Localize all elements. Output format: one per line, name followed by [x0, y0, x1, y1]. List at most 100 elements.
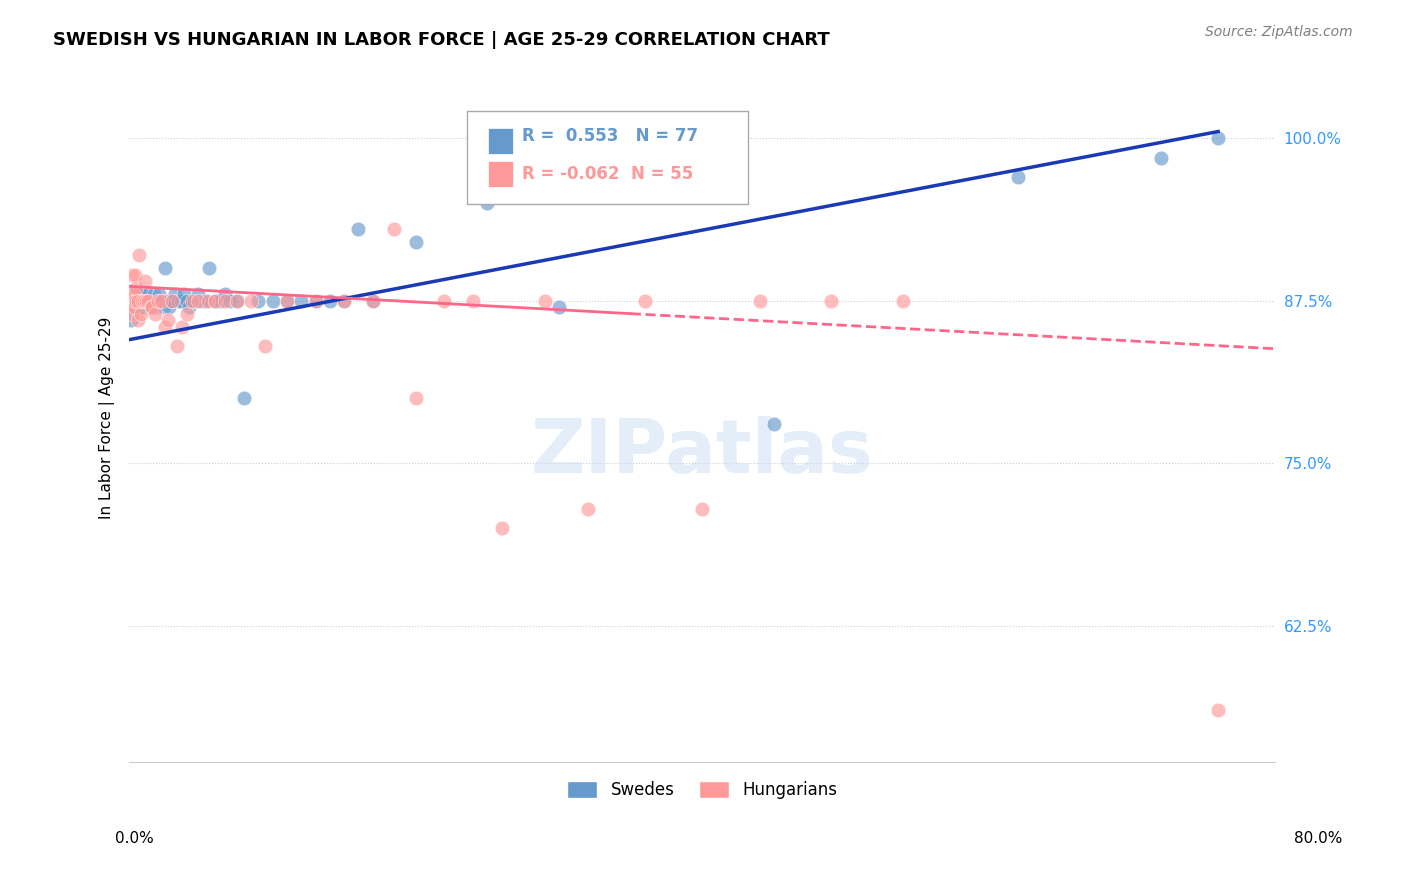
Point [176, 293, 198, 308]
Point [548, 300, 571, 314]
Point [361, 293, 384, 308]
Text: R = -0.062  N = 55: R = -0.062 N = 55 [523, 165, 693, 183]
Point [304, 293, 326, 308]
Text: R =  0.553   N = 77: R = 0.553 N = 77 [523, 127, 699, 145]
Point [125, 287, 148, 301]
Point [214, 287, 236, 301]
Point [179, 300, 201, 314]
Point [121, 268, 143, 282]
Point [122, 293, 145, 308]
Point [433, 293, 456, 308]
Point [891, 293, 914, 308]
Point [333, 293, 356, 308]
Point [166, 339, 188, 353]
Point [149, 293, 172, 308]
Point [172, 319, 194, 334]
Point [129, 293, 152, 308]
Point [128, 293, 150, 308]
Point [183, 293, 205, 308]
Point [153, 261, 176, 276]
Point [135, 287, 157, 301]
Point [225, 293, 247, 308]
FancyBboxPatch shape [488, 161, 513, 186]
Point [461, 293, 484, 308]
Point [120, 287, 142, 301]
Point [1007, 169, 1029, 184]
Point [762, 417, 785, 432]
Point [634, 293, 657, 308]
Point [165, 287, 187, 301]
Point [692, 501, 714, 516]
Point [134, 293, 156, 308]
Point [247, 293, 270, 308]
Point [150, 293, 173, 308]
Point [194, 293, 217, 308]
Y-axis label: In Labor Force | Age 25-29: In Labor Force | Age 25-29 [100, 317, 115, 519]
Point [120, 300, 142, 314]
Point [141, 300, 163, 314]
Point [136, 293, 159, 308]
Point [128, 287, 150, 301]
Point [382, 222, 405, 236]
Point [491, 521, 513, 535]
Point [125, 293, 148, 308]
Point [132, 293, 155, 308]
Point [190, 293, 212, 308]
Point [232, 391, 254, 405]
Point [131, 293, 153, 308]
Point [129, 307, 152, 321]
Point [131, 287, 153, 301]
Point [225, 293, 247, 308]
Point [143, 307, 166, 321]
Point [1206, 131, 1229, 145]
Point [173, 287, 195, 301]
Point [141, 293, 163, 308]
Point [405, 235, 427, 249]
Point [136, 293, 159, 308]
Point [156, 313, 179, 327]
Point [139, 293, 162, 308]
Point [533, 293, 555, 308]
Point [204, 293, 226, 308]
Point [135, 293, 157, 308]
Point [576, 501, 599, 516]
Point [143, 293, 166, 308]
Text: SWEDISH VS HUNGARIAN IN LABOR FORCE | AGE 25-29 CORRELATION CHART: SWEDISH VS HUNGARIAN IN LABOR FORCE | AG… [53, 31, 830, 49]
Point [145, 300, 167, 314]
Point [148, 287, 170, 301]
Point [214, 293, 236, 308]
Point [820, 293, 842, 308]
Point [122, 300, 145, 314]
Point [120, 313, 142, 327]
Point [132, 293, 155, 308]
Point [198, 261, 221, 276]
Text: 80.0%: 80.0% [1295, 831, 1343, 846]
Point [122, 293, 145, 308]
Point [156, 293, 179, 308]
Point [1150, 151, 1173, 165]
Point [122, 287, 145, 301]
Point [128, 248, 150, 262]
Point [176, 307, 198, 321]
Point [127, 293, 149, 308]
Point [152, 300, 174, 314]
Point [121, 293, 143, 308]
Point [125, 293, 148, 308]
Point [124, 268, 146, 282]
Point [170, 293, 193, 308]
Point [132, 300, 155, 314]
Text: 0.0%: 0.0% [115, 831, 155, 846]
Point [124, 293, 146, 308]
Point [120, 300, 142, 314]
Text: Source: ZipAtlas.com: Source: ZipAtlas.com [1205, 25, 1353, 39]
Point [129, 300, 152, 314]
Point [290, 293, 312, 308]
Point [121, 307, 143, 321]
Point [748, 293, 770, 308]
FancyBboxPatch shape [467, 111, 748, 204]
Point [146, 293, 169, 308]
Point [167, 293, 190, 308]
Point [122, 287, 145, 301]
Point [146, 293, 169, 308]
Point [153, 319, 176, 334]
